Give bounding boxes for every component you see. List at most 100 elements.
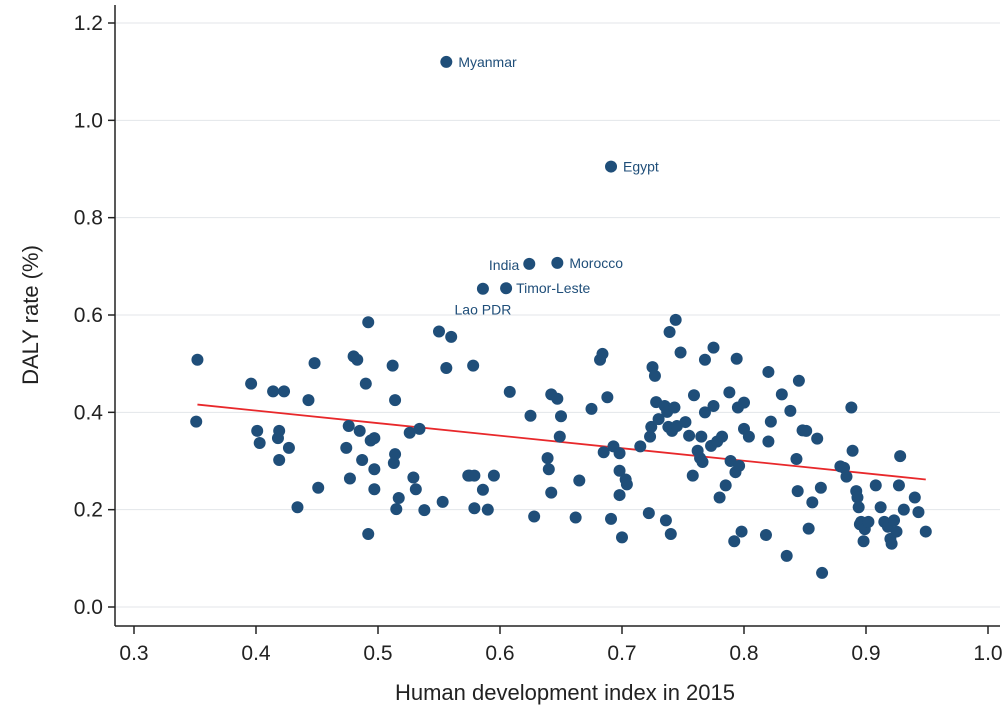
- data-point: [806, 496, 819, 509]
- data-point: [356, 454, 369, 467]
- data-point: [389, 394, 402, 407]
- data-point: [784, 404, 797, 417]
- data-point: [840, 470, 853, 483]
- data-point: [253, 436, 266, 449]
- data-point: [616, 531, 628, 544]
- data-point: [487, 469, 500, 482]
- data-point: [645, 420, 658, 433]
- data-point: [191, 353, 204, 366]
- data-point: [780, 549, 793, 562]
- data-point: [368, 463, 381, 476]
- data-point: [342, 419, 355, 432]
- data-point: [686, 469, 699, 482]
- data-point: [862, 515, 875, 528]
- data-point: [652, 413, 665, 426]
- data-point: [445, 330, 458, 343]
- data-point: [890, 525, 903, 538]
- data-point: [267, 385, 280, 398]
- data-point: [613, 489, 626, 502]
- point-label: Lao PDR: [455, 302, 512, 318]
- y-tick-label: 0.4: [74, 401, 104, 424]
- data-point: [716, 430, 729, 443]
- labeled-data-point: [605, 160, 618, 173]
- y-axis-title: DALY rate (%): [18, 245, 43, 385]
- data-point: [278, 385, 291, 398]
- x-axis-title: Human development index in 2015: [395, 680, 735, 705]
- data-point: [440, 362, 453, 375]
- data-point: [273, 424, 286, 437]
- data-point: [908, 491, 921, 504]
- data-point: [528, 510, 541, 523]
- data-point: [775, 388, 788, 401]
- data-point: [605, 512, 618, 525]
- y-tick-label: 0.6: [74, 304, 103, 327]
- data-point: [762, 435, 775, 448]
- data-point: [613, 464, 626, 477]
- data-point: [392, 491, 405, 504]
- y-tick-label: 0.0: [74, 596, 103, 619]
- data-point: [713, 491, 726, 504]
- data-point: [764, 415, 777, 428]
- data-point: [433, 325, 445, 338]
- data-point: [555, 410, 567, 423]
- data-point: [467, 359, 480, 372]
- data-point: [790, 453, 803, 466]
- data-point: [436, 495, 449, 508]
- labeled-data-point: [551, 256, 564, 269]
- data-point: [481, 503, 494, 516]
- data-point: [573, 474, 586, 487]
- x-tick-label: 0.5: [363, 642, 392, 665]
- data-point: [524, 409, 537, 422]
- data-point: [683, 429, 696, 442]
- data-point: [723, 386, 736, 399]
- data-point: [762, 365, 775, 378]
- data-point: [733, 459, 746, 472]
- data-point: [353, 424, 366, 437]
- data-point: [852, 501, 865, 514]
- data-point: [403, 426, 416, 439]
- data-point: [668, 401, 681, 414]
- data-point: [912, 506, 925, 519]
- data-point: [892, 479, 905, 492]
- data-point: [814, 481, 827, 494]
- data-point: [707, 341, 720, 354]
- data-point: [620, 478, 633, 491]
- data-point: [362, 316, 375, 329]
- data-point: [897, 503, 910, 516]
- data-point: [659, 514, 672, 527]
- x-tick-label: 0.8: [729, 642, 758, 665]
- data-point: [368, 483, 381, 496]
- y-tick-label: 0.8: [74, 207, 103, 230]
- data-point: [644, 430, 657, 443]
- data-point: [541, 452, 554, 465]
- data-point: [503, 385, 516, 398]
- data-points: [190, 55, 932, 579]
- data-point: [407, 471, 420, 484]
- data-point: [664, 528, 677, 540]
- data-point: [585, 402, 598, 415]
- data-point: [308, 357, 321, 370]
- labeled-data-point: [523, 257, 536, 270]
- data-point: [728, 535, 741, 548]
- data-point: [413, 422, 426, 435]
- labeled-data-point: [500, 282, 513, 295]
- data-point: [601, 391, 614, 404]
- data-point: [791, 485, 804, 498]
- data-point: [874, 501, 887, 514]
- point-label: Timor-Leste: [516, 280, 590, 296]
- data-point: [698, 353, 711, 366]
- data-point: [569, 511, 582, 524]
- data-point: [663, 326, 676, 339]
- point-label: India: [489, 257, 520, 273]
- data-point: [679, 416, 692, 429]
- data-point: [738, 396, 750, 409]
- data-point: [802, 522, 815, 535]
- point-label: Myanmar: [458, 54, 517, 70]
- data-point: [674, 346, 687, 359]
- data-point: [545, 486, 558, 499]
- data-point: [343, 472, 356, 485]
- data-point: [851, 491, 864, 504]
- data-point: [642, 507, 655, 520]
